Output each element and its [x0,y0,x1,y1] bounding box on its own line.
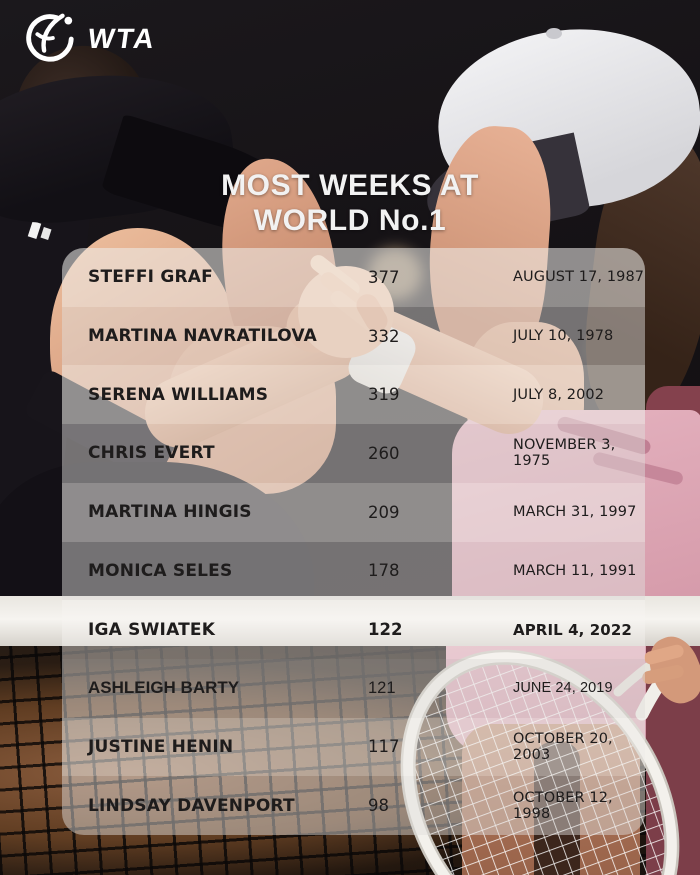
date-value: APRIL 4, 2022 [513,620,632,639]
page-title: MOST WEEKS AT WORLD No.1 [0,168,700,238]
player-name: CHRIS EVERT [88,443,215,464]
weeks-value: 332 [368,326,400,346]
table-row: JUSTINE HENIN 117 OCTOBER 20, 2003 [62,717,645,777]
date-value: AUGUST 17, 1987 [513,269,645,286]
title-line-2: WORLD No.1 [253,204,447,237]
table-row: LINDSAY DAVENPORT 98 OCTOBER 12, 1998 [62,776,645,835]
weeks-value: 260 [368,443,400,463]
date-value: JULY 8, 2002 [513,386,605,403]
table-row: STEFFI GRAF 377 AUGUST 17, 1987 [62,248,645,307]
weeks-value: 122 [368,620,403,640]
table-row: MARTINA NAVRATILOVA 332 JULY 10, 1978 [62,306,645,366]
player-name: SERENA WILLIAMS [88,384,269,405]
table-row: MONICA SELES 178 MARCH 11, 1991 [62,541,645,601]
date-value: MARCH 11, 1991 [513,562,637,579]
leaderboard-panel: STEFFI GRAF 377 AUGUST 17, 1987 MARTINA … [62,248,645,835]
table-row: MARTINA HINGIS 209 MARCH 31, 1997 [62,482,645,542]
player-name: LINDSAY DAVENPORT [88,795,295,816]
player-name: IGA SWIATEK [88,619,216,640]
date-value: MARCH 31, 1997 [513,504,637,521]
player-name: ASHLEIGH BARTY [88,678,240,698]
player-name: MARTINA HINGIS [88,502,252,523]
weeks-value: 319 [368,385,400,405]
date-value: JUNE 24, 2019 [513,680,613,697]
weeks-value: 209 [368,502,400,522]
table-row: ASHLEIGH BARTY 121 JUNE 24, 2019 [62,658,645,718]
date-value: JULY 10, 1978 [513,328,614,345]
date-value: NOVEMBER 3, 1975 [513,437,616,470]
wta-wordmark: WTA [85,23,158,54]
player-name: MONICA SELES [88,560,233,581]
weeks-value: 377 [368,267,400,287]
date-value: OCTOBER 12, 1998 [513,789,613,822]
title-line-1: MOST WEEKS AT [221,169,479,202]
date-value: OCTOBER 20, 2003 [513,730,613,763]
player-name: STEFFI GRAF [88,267,213,288]
table-row-highlighted: IGA SWIATEK 122 APRIL 4, 2022 [62,600,645,659]
wta-logo: WTA [18,10,158,68]
weeks-value: 98 [368,796,389,816]
net-white-band [0,596,700,648]
player-name: JUSTINE HENIN [88,736,234,757]
table-row: CHRIS EVERT 260 NOVEMBER 3, 1975 [62,424,645,483]
wta-logo-icon [26,13,74,62]
table-row: SERENA WILLIAMS 319 JULY 8, 2002 [62,365,645,425]
weeks-value: 121 [368,678,396,697]
player-name: MARTINA NAVRATILOVA [88,326,318,347]
weeks-value: 117 [368,737,400,757]
iga-cap-button [546,28,562,39]
weeks-value: 178 [368,561,400,581]
